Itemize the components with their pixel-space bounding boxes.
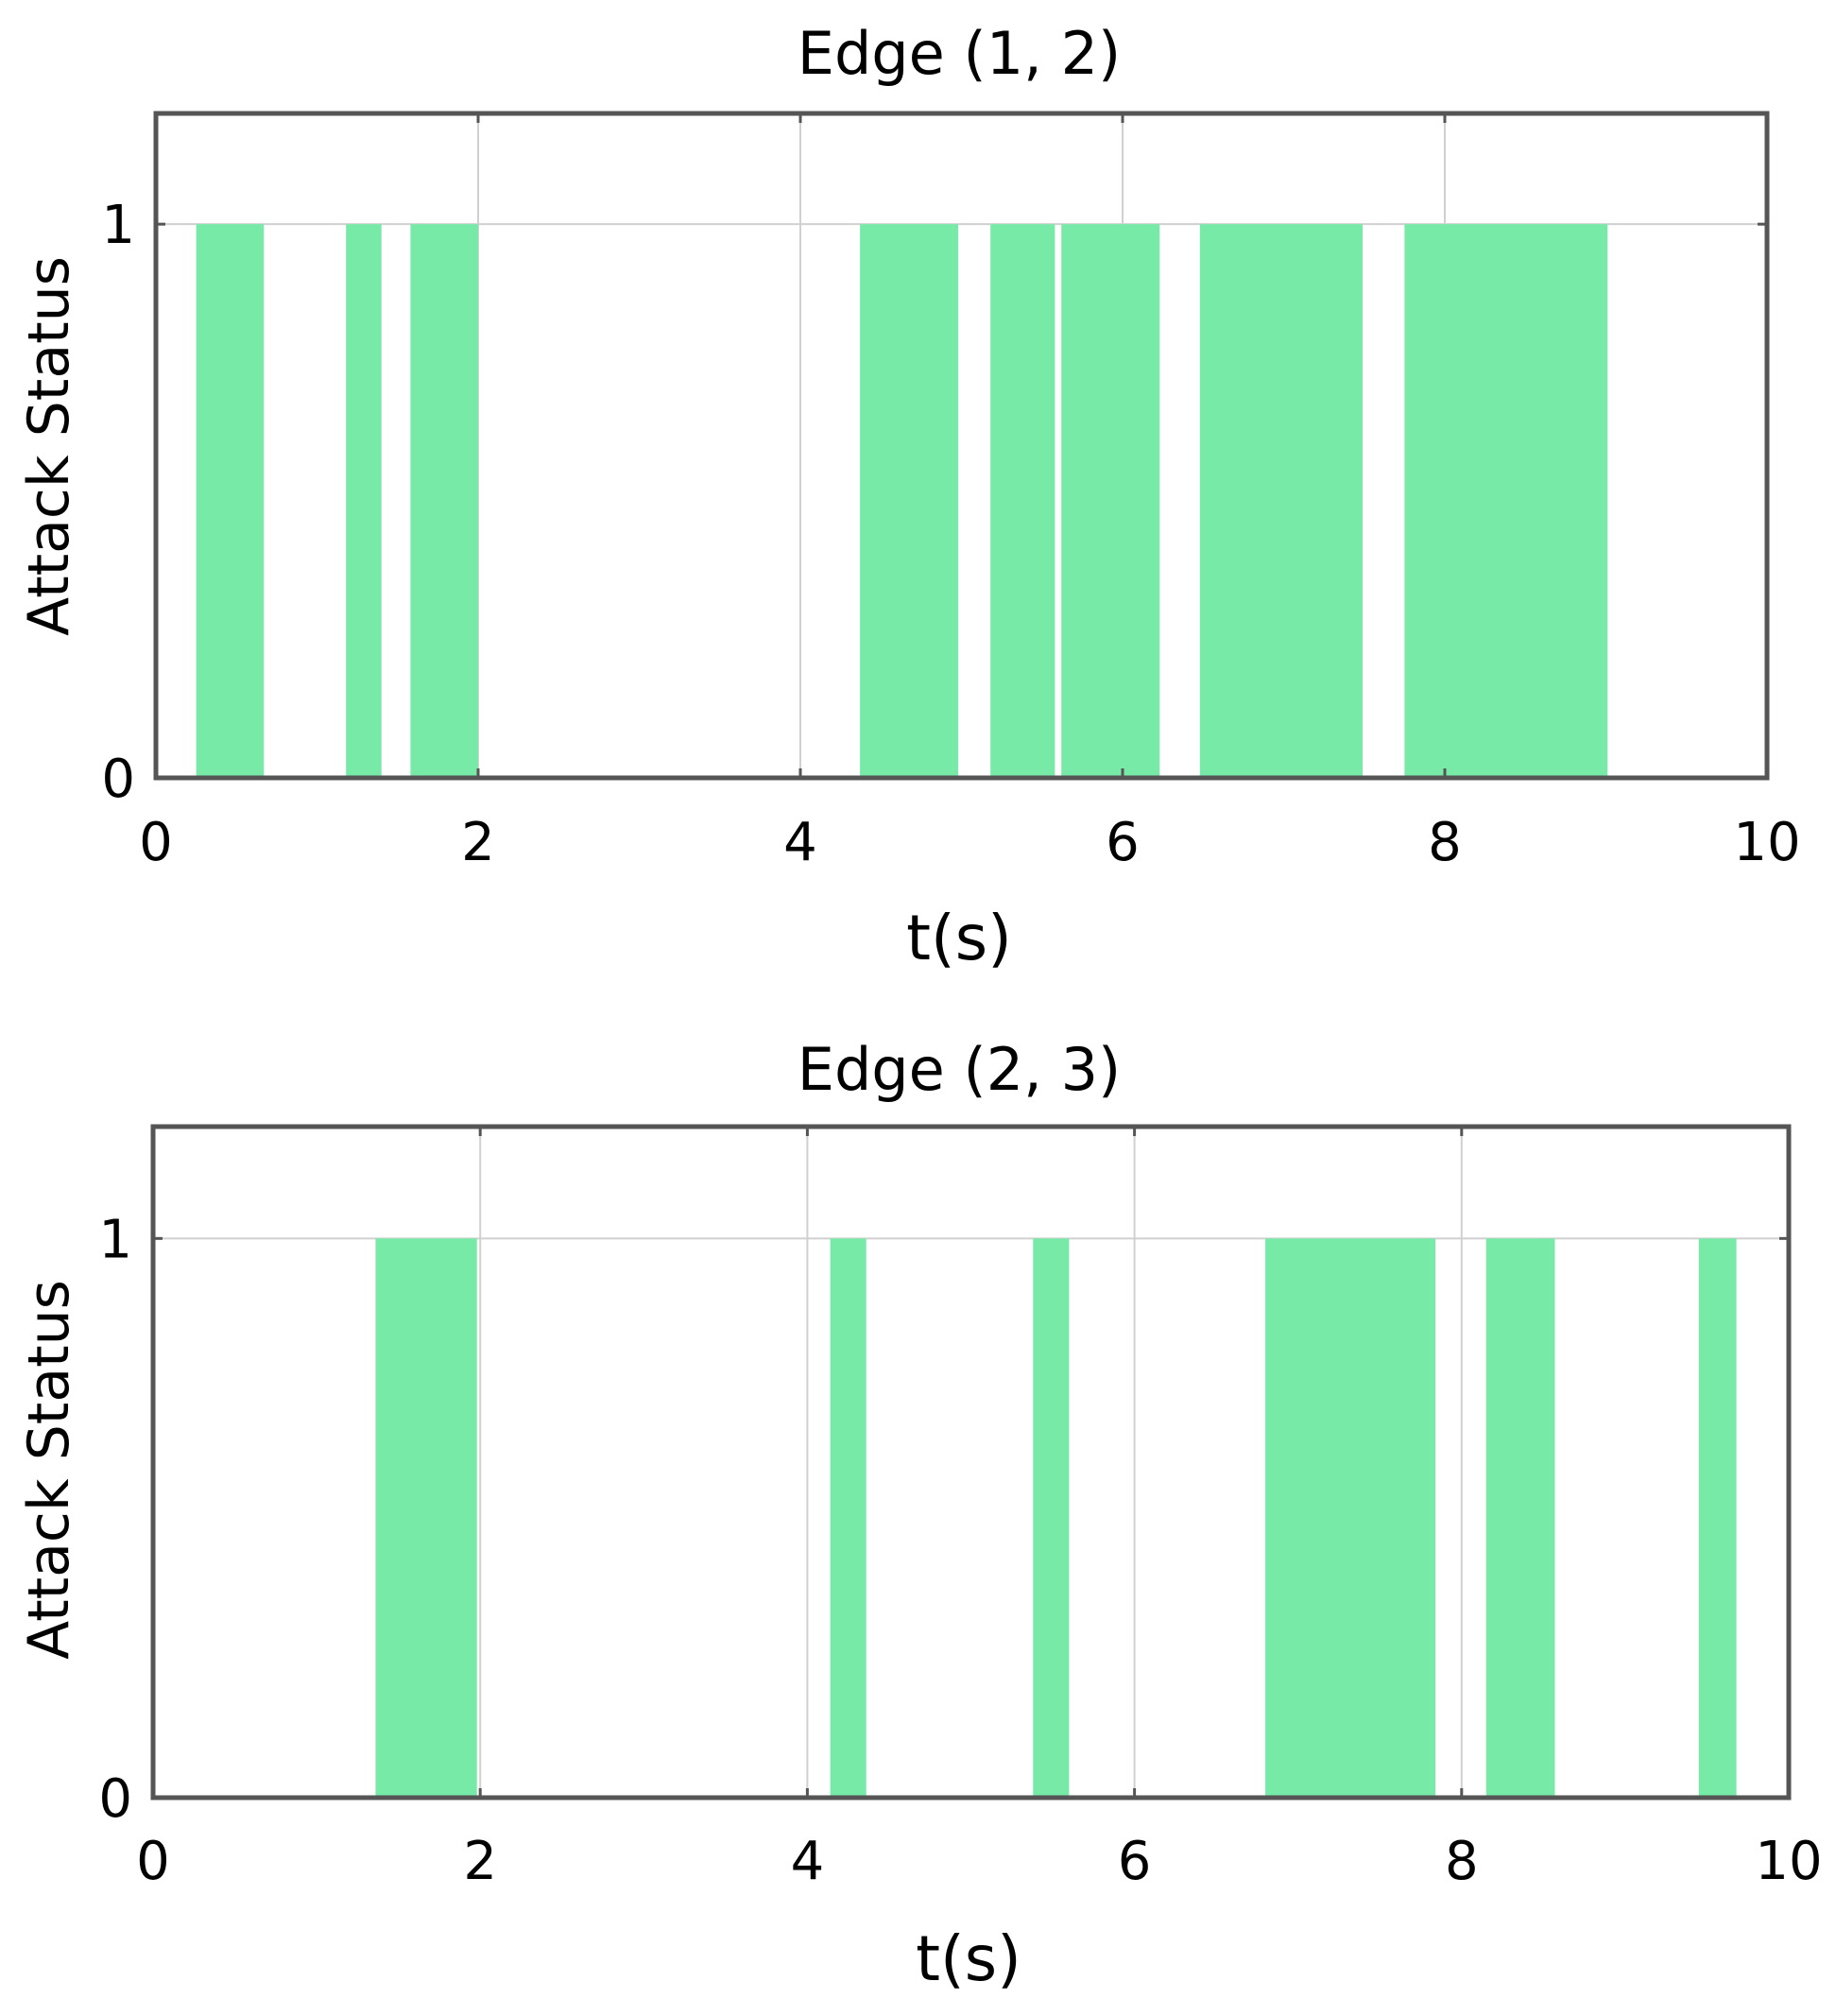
x-tick-label: 0 <box>139 812 173 873</box>
x-tick-label: 4 <box>791 1831 825 1892</box>
x-tick-label: 6 <box>1106 812 1140 873</box>
attack-interval-bar <box>1061 224 1160 778</box>
y-tick-label: 1 <box>101 195 135 256</box>
plot-frame <box>153 111 1770 781</box>
attack-interval-bar <box>410 224 478 778</box>
y-tick-label: 0 <box>101 749 135 810</box>
attack-interval-bar <box>196 224 265 778</box>
x-tick-label: 6 <box>1118 1831 1152 1892</box>
bars <box>196 224 1608 778</box>
x-axis-label: t(s) <box>916 1922 1021 1995</box>
x-tick-label: 10 <box>1733 812 1800 873</box>
x-tick-label: 8 <box>1445 1831 1479 1892</box>
x-tick-label: 8 <box>1428 812 1462 873</box>
attack-interval-bar <box>1033 1238 1070 1798</box>
plot-frame <box>150 1124 1792 1801</box>
chart-title: Edge (1, 2) <box>798 19 1121 88</box>
y-tick-label: 1 <box>98 1209 132 1270</box>
y-tick-label: 0 <box>98 1768 132 1830</box>
attack-interval-bar <box>860 224 959 778</box>
panel-edge-1-2: Edge (1, 2) Attack Status t(s) 0 2 4 6 8 10 0 1 <box>16 19 1801 974</box>
attack-interval-bar <box>1265 1238 1436 1798</box>
attack-interval-bar <box>346 224 382 778</box>
attack-interval-bar <box>1404 224 1608 778</box>
ticks: 0 2 4 6 8 10 0 1 <box>98 1127 1823 1892</box>
x-tick-label: 10 <box>1755 1831 1822 1892</box>
attack-interval-bar <box>375 1238 477 1798</box>
attack-interval-bar <box>1698 1238 1737 1798</box>
attack-interval-bar <box>990 224 1055 778</box>
attack-interval-bar <box>1199 224 1364 778</box>
x-tick-label: 2 <box>463 1831 497 1892</box>
y-axis-label: Attack Status <box>16 256 82 636</box>
x-tick-label: 4 <box>783 812 817 873</box>
x-axis-label: t(s) <box>906 902 1012 974</box>
chart-title: Edge (2, 3) <box>798 1035 1121 1104</box>
bars <box>375 1238 1737 1798</box>
ticks: 0 2 4 6 8 10 0 1 <box>101 113 1801 873</box>
attack-interval-bar <box>830 1238 867 1798</box>
x-tick-label: 0 <box>136 1831 170 1892</box>
y-axis-label: Attack Status <box>16 1280 82 1660</box>
x-tick-label: 2 <box>461 812 495 873</box>
attack-interval-bar <box>1485 1238 1555 1798</box>
panel-edge-2-3: Edge (2, 3) Attack Status t(s) 0 2 4 6 8 10 0 1 <box>16 1035 1823 1995</box>
